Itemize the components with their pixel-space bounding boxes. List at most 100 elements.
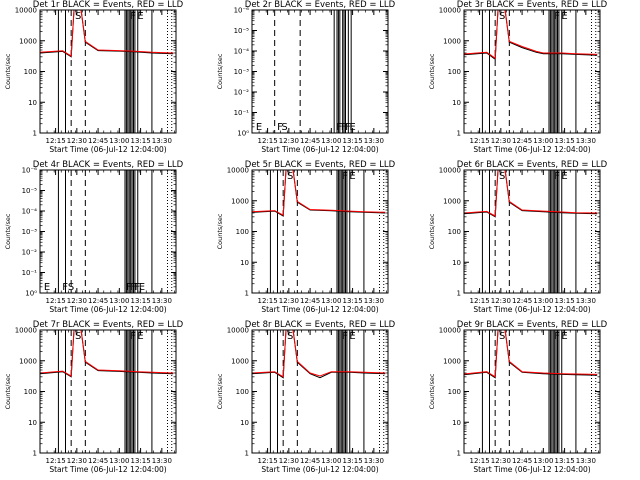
x-axis-label: Start Time (06-Jul-12 12:04:00): [49, 305, 166, 314]
plot-frame: [251, 329, 389, 454]
x-tick-label: 12:45: [512, 297, 532, 305]
series-line-events: [464, 330, 598, 379]
panel-title: Det 9r BLACK = Events, RED = LLD: [457, 320, 608, 330]
x-tick-label: 13:00: [321, 457, 341, 465]
x-tick-label: 12:30: [491, 137, 511, 145]
series-line-events: [40, 330, 174, 378]
x-tick-label: 13:00: [533, 297, 553, 305]
y-tick-label: 10⁻²: [234, 89, 250, 97]
event-marker-s: S: [68, 282, 74, 293]
y-axis-label: Counts/sec: [4, 373, 12, 409]
panel-title: Det 8r BLACK = Events, RED = LLD: [245, 320, 396, 330]
x-tick-label: 12:15: [469, 457, 489, 465]
y-tick-label: 10: [28, 419, 37, 427]
series-line-events: [252, 170, 386, 217]
x-tick-label: 12:15: [469, 137, 489, 145]
y-tick-label: 10⁻⁴: [234, 48, 250, 56]
panel-title: Det 1r BLACK = Events, RED = LLD: [33, 0, 184, 10]
event-marker-e: E: [349, 171, 355, 182]
x-tick-label: 12:30: [279, 297, 299, 305]
x-tick-label: 12:30: [279, 457, 299, 465]
plot-frame: [463, 9, 601, 134]
x-tick-label: 12:15: [45, 457, 65, 465]
series-line-events: [464, 170, 598, 218]
x-tick-label: 12:30: [279, 137, 299, 145]
series-line-lld: [464, 170, 598, 217]
y-axis-label: Counts/sec: [4, 213, 12, 249]
plot-frame: [39, 9, 177, 134]
event-marker-f: F: [554, 331, 560, 342]
event-marker-s: S: [499, 331, 505, 342]
x-tick-label: 12:15: [257, 457, 277, 465]
y-tick-label: 10⁻³: [22, 228, 38, 236]
x-tick-label: 12:15: [45, 297, 65, 305]
y-tick-label: 10: [452, 99, 461, 107]
x-tick-label: 12:45: [512, 457, 532, 465]
x-tick-label: 13:30: [152, 457, 172, 465]
event-marker-f: F: [62, 282, 68, 293]
panel-title: Det 4r BLACK = Events, RED = LLD: [33, 160, 184, 170]
event-marker-f: F: [341, 122, 347, 133]
y-tick-label: 10⁻¹: [234, 109, 250, 117]
x-tick-label: 13:15: [342, 457, 362, 465]
event-marker-f: F: [554, 11, 560, 22]
y-tick-label: 100: [448, 388, 461, 396]
x-tick-label: 13:15: [342, 137, 362, 145]
x-tick-label: 13:00: [321, 297, 341, 305]
y-tick-label: 10⁻⁵: [22, 187, 38, 195]
event-marker-e: E: [137, 331, 143, 342]
y-tick-label: 10000: [439, 167, 461, 175]
y-tick-label: 10: [240, 259, 249, 267]
y-tick-label: 10⁻⁴: [22, 208, 38, 216]
y-tick-label: 10⁰: [237, 130, 249, 138]
y-tick-label: 10⁻¹: [22, 269, 38, 277]
y-tick-label: 10⁻⁶: [234, 7, 250, 15]
x-tick-label: 12:45: [300, 457, 320, 465]
series-line-lld: [40, 10, 174, 57]
x-tick-label: 13:30: [576, 457, 596, 465]
y-axis-label: Counts/sec: [428, 373, 436, 409]
panel-title: Det 6r BLACK = Events, RED = LLD: [457, 160, 608, 170]
x-tick-label: 13:00: [533, 457, 553, 465]
x-tick-label: 12:30: [67, 457, 87, 465]
event-marker-s: S: [287, 331, 293, 342]
x-axis-label: Start Time (06-Jul-12 12:04:00): [261, 145, 378, 154]
event-marker-f: F: [130, 331, 136, 342]
y-axis-label: Counts/sec: [216, 53, 224, 89]
x-tick-label: 13:30: [576, 297, 596, 305]
series-line-lld: [464, 10, 598, 60]
y-tick-label: 100: [24, 68, 37, 76]
x-tick-label: 13:00: [109, 137, 129, 145]
series-line-events: [464, 10, 598, 61]
x-axis-label: Start Time (06-Jul-12 12:04:00): [261, 465, 378, 474]
y-tick-label: 100: [448, 228, 461, 236]
y-tick-label: 10: [240, 419, 249, 427]
x-tick-label: 13:00: [109, 457, 129, 465]
event-marker-e: E: [139, 282, 145, 293]
event-marker-e: E: [561, 11, 567, 22]
event-marker-f: F: [135, 282, 141, 293]
y-tick-label: 10⁻⁵: [234, 27, 250, 35]
x-axis-label: Start Time (06-Jul-12 12:04:00): [49, 145, 166, 154]
event-marker-e: E: [256, 122, 262, 133]
event-marker-e: E: [561, 331, 567, 342]
x-tick-label: 13:00: [109, 297, 129, 305]
event-marker-e: E: [44, 282, 50, 293]
plot-frame: [251, 169, 389, 294]
event-marker-f: F: [130, 282, 136, 293]
event-marker-e: E: [349, 331, 355, 342]
event-marker-s: S: [281, 122, 287, 133]
y-tick-label: 10000: [227, 167, 249, 175]
y-tick-label: 1: [457, 450, 461, 458]
x-tick-label: 13:30: [364, 297, 384, 305]
y-tick-label: 1000: [19, 357, 37, 365]
y-axis-label: Counts/sec: [428, 213, 436, 249]
x-tick-label: 13:30: [364, 457, 384, 465]
x-tick-label: 12:45: [88, 297, 108, 305]
event-marker-f: F: [342, 331, 348, 342]
x-tick-label: 13:00: [321, 137, 341, 145]
x-tick-label: 13:15: [554, 137, 574, 145]
